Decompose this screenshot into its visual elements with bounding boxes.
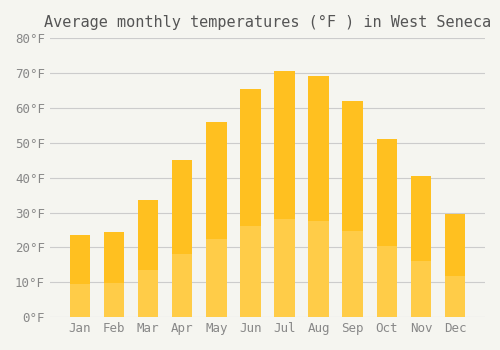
Bar	[172, 254, 193, 317]
Title: Average monthly temperatures (°F ) in West Seneca: Average monthly temperatures (°F ) in We…	[44, 15, 491, 30]
Bar	[274, 71, 294, 317]
Bar	[308, 221, 329, 317]
Bar	[376, 246, 397, 317]
Bar	[445, 214, 465, 317]
Bar	[240, 226, 260, 317]
Bar	[240, 89, 260, 317]
Bar	[138, 200, 158, 317]
Bar	[445, 276, 465, 317]
Bar	[172, 160, 193, 317]
Bar	[70, 284, 90, 317]
Bar	[342, 231, 363, 317]
Bar	[70, 235, 90, 317]
Bar	[206, 239, 227, 317]
Bar	[138, 271, 158, 317]
Bar	[104, 232, 124, 317]
Bar	[342, 101, 363, 317]
Bar	[410, 176, 431, 317]
Bar	[308, 77, 329, 317]
Bar	[274, 219, 294, 317]
Bar	[376, 139, 397, 317]
Bar	[410, 261, 431, 317]
Bar	[206, 122, 227, 317]
Bar	[104, 283, 124, 317]
